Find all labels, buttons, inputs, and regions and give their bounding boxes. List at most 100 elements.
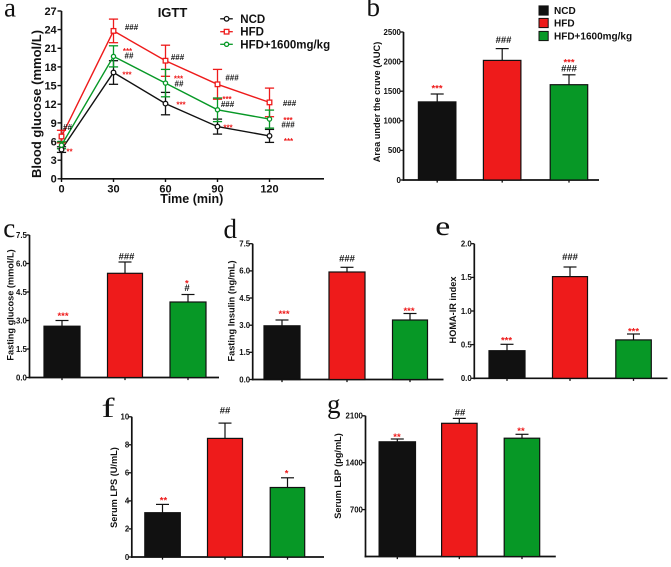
svg-text:0.0: 0.0	[16, 373, 28, 382]
svg-text:1.5: 1.5	[16, 345, 28, 354]
svg-text:2: 2	[125, 525, 130, 534]
svg-text:###: ###	[496, 35, 513, 46]
svg-text:4: 4	[125, 497, 130, 506]
svg-text:Blood glucose (mmol/L): Blood glucose (mmol/L)	[29, 30, 44, 178]
svg-text:***: ***	[284, 137, 294, 146]
svg-text:###: ###	[225, 73, 239, 82]
svg-text:9: 9	[51, 118, 57, 130]
svg-text:1000: 1000	[384, 117, 402, 126]
svg-text:Fasting glucose (mmol/L): Fasting glucose (mmol/L)	[6, 249, 16, 360]
svg-text:Serum LBP (pg/mL): Serum LBP (pg/mL)	[333, 433, 343, 519]
svg-text:###: ###	[221, 100, 235, 109]
svg-text:NCD: NCD	[240, 14, 265, 26]
svg-text:***: ***	[222, 95, 232, 104]
svg-text:30: 30	[107, 183, 119, 195]
svg-text:4.5: 4.5	[239, 294, 251, 303]
svg-text:1400: 1400	[346, 459, 364, 468]
svg-text:**: **	[517, 426, 525, 437]
svg-text:##: ##	[125, 51, 134, 60]
svg-text:**: **	[160, 495, 168, 506]
svg-text:HOMA-IR index: HOMA-IR index	[448, 276, 458, 344]
svg-text:g: g	[327, 389, 341, 419]
svg-text:1.5: 1.5	[461, 273, 473, 282]
svg-text:#: #	[184, 283, 190, 294]
svg-text:e: e	[435, 211, 450, 241]
svg-text:###: ###	[562, 252, 579, 263]
svg-text:7.5: 7.5	[239, 240, 251, 249]
svg-text:###: ###	[119, 252, 136, 263]
svg-text:**: **	[393, 432, 401, 443]
svg-text:90: 90	[211, 183, 223, 195]
svg-text:IGTT: IGTT	[158, 5, 188, 20]
svg-text:1.5: 1.5	[239, 348, 251, 357]
svg-text:##: ##	[220, 406, 231, 417]
svg-text:***: ***	[174, 75, 184, 84]
svg-text:10: 10	[121, 413, 130, 422]
svg-text:2.0: 2.0	[461, 240, 473, 249]
svg-text:4.5: 4.5	[16, 288, 28, 297]
svg-text:###: ###	[281, 121, 295, 130]
svg-text:##: ##	[63, 123, 72, 132]
svg-text:21: 21	[44, 43, 56, 55]
svg-text:Time (min): Time (min)	[160, 192, 223, 206]
svg-text:Serum LPS (U/mL): Serum LPS (U/mL)	[109, 447, 119, 528]
svg-text:3.0: 3.0	[16, 316, 28, 325]
svg-text:###: ###	[125, 23, 139, 32]
svg-text:###: ###	[283, 99, 297, 108]
svg-text:f: f	[102, 394, 116, 424]
svg-text:***: ***	[431, 83, 442, 94]
svg-text:1.0: 1.0	[461, 307, 473, 316]
svg-text:*: *	[185, 278, 189, 289]
svg-text:c: c	[3, 213, 15, 243]
svg-text:***: ***	[283, 116, 293, 125]
svg-text:b: b	[367, 0, 381, 22]
svg-text:15: 15	[44, 81, 56, 93]
svg-text:0: 0	[125, 553, 130, 562]
svg-text:###: ###	[339, 254, 356, 265]
svg-text:***: ***	[122, 71, 132, 80]
svg-text:2000: 2000	[384, 57, 402, 66]
svg-text:**: **	[66, 148, 73, 157]
svg-text:***: ***	[628, 326, 639, 337]
svg-text:60: 60	[159, 183, 171, 195]
svg-text:***: ***	[176, 101, 186, 110]
svg-text:6: 6	[51, 136, 57, 148]
svg-text:0: 0	[58, 183, 64, 195]
svg-text:0.0: 0.0	[239, 375, 251, 384]
svg-text:120: 120	[260, 183, 278, 195]
svg-text:2500: 2500	[384, 28, 402, 37]
svg-text:d: d	[224, 214, 238, 244]
svg-text:Fasting Insulin (ng/mL): Fasting Insulin (ng/mL)	[227, 260, 237, 361]
svg-text:***: ***	[563, 57, 574, 68]
svg-text:0.5: 0.5	[461, 340, 473, 349]
svg-text:3: 3	[51, 155, 57, 167]
svg-text:1500: 1500	[384, 87, 402, 96]
svg-text:***: ***	[123, 47, 133, 56]
svg-text:0: 0	[51, 174, 57, 186]
svg-text:##: ##	[455, 408, 466, 419]
svg-text:HFD: HFD	[554, 19, 575, 30]
svg-text:7.5: 7.5	[16, 231, 28, 240]
svg-text:*: *	[285, 468, 289, 479]
svg-text:HFD+1600mg/kg: HFD+1600mg/kg	[240, 39, 330, 51]
svg-text:0: 0	[397, 176, 402, 185]
svg-text:24: 24	[44, 25, 57, 37]
svg-text:NCD: NCD	[554, 6, 576, 17]
svg-text:a: a	[4, 0, 16, 23]
svg-text:***: ***	[278, 309, 289, 320]
svg-text:0.0: 0.0	[461, 374, 473, 383]
svg-text:12: 12	[44, 99, 56, 111]
svg-text:***: ***	[57, 311, 68, 322]
svg-text:18: 18	[44, 62, 56, 74]
svg-text:6.0: 6.0	[16, 259, 28, 268]
svg-text:###: ###	[561, 64, 578, 75]
svg-text:Area under the cruve (AUC): Area under the cruve (AUC)	[372, 42, 382, 162]
svg-text:##: ##	[175, 79, 184, 88]
svg-text:HFD+1600mg/kg: HFD+1600mg/kg	[554, 32, 632, 43]
svg-text:***: ***	[223, 124, 233, 133]
svg-text:6: 6	[125, 469, 130, 478]
svg-text:6.0: 6.0	[239, 267, 251, 276]
svg-text:###: ###	[171, 53, 185, 62]
svg-text:500: 500	[388, 146, 402, 155]
svg-text:HFD: HFD	[240, 27, 264, 39]
